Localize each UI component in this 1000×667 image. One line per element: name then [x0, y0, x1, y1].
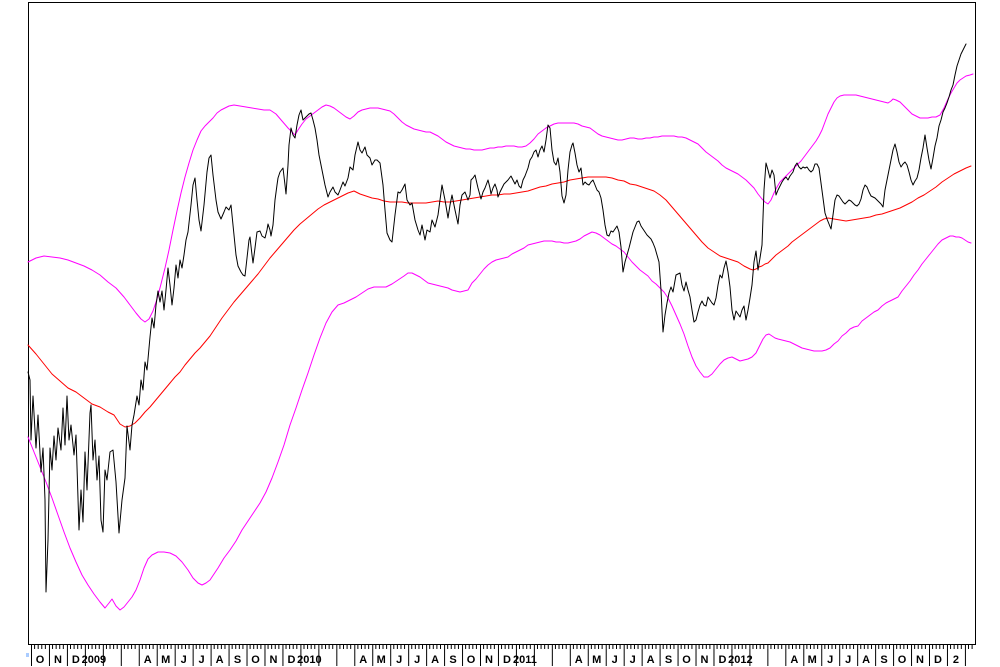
month-label: M: [808, 654, 817, 666]
month-label: A: [216, 654, 224, 666]
month-label: A: [431, 654, 439, 666]
month-label: D: [287, 654, 295, 666]
month-label: J: [181, 654, 187, 666]
year-label: 2010: [297, 654, 321, 666]
month-label: M: [377, 654, 386, 666]
month-label: S: [234, 654, 241, 666]
month-label: N: [485, 654, 493, 666]
year-label: 2011: [513, 654, 537, 666]
month-label: S: [665, 654, 672, 666]
month-label: D: [934, 654, 942, 666]
moving-average-line: [27, 165, 972, 428]
month-label: O: [251, 654, 260, 666]
year-label: 2: [953, 654, 959, 666]
month-label: M: [161, 654, 170, 666]
month-label: A: [575, 654, 583, 666]
month-label: J: [827, 654, 833, 666]
lower-band-line: [27, 231, 972, 611]
month-label: J: [414, 654, 420, 666]
month-label: A: [647, 654, 655, 666]
month-label: J: [845, 654, 851, 666]
month-label: A: [144, 654, 152, 666]
year-label: 2012: [728, 654, 752, 666]
month-label: N: [269, 654, 277, 666]
month-label: M: [592, 654, 601, 666]
plot-border: [28, 2, 976, 645]
month-label: N: [701, 654, 709, 666]
month-label: N: [54, 654, 62, 666]
month-label: J: [630, 654, 636, 666]
month-label: A: [790, 654, 798, 666]
month-label: A: [862, 654, 870, 666]
upper-band-line: [27, 73, 974, 323]
month-label: J: [612, 654, 618, 666]
month-label: S: [449, 654, 456, 666]
month-label: J: [199, 654, 205, 666]
year-label: 2009: [82, 654, 106, 666]
price-line: [27, 43, 967, 593]
month-label: J: [396, 654, 402, 666]
cursor-dot: [26, 653, 29, 657]
month-label: S: [880, 654, 887, 666]
month-label: D: [718, 654, 726, 666]
month-label: D: [72, 654, 80, 666]
month-label: D: [503, 654, 511, 666]
month-label: O: [36, 654, 45, 666]
month-label: N: [916, 654, 924, 666]
month-label: O: [467, 654, 476, 666]
month-label: O: [898, 654, 907, 666]
month-label: O: [682, 654, 691, 666]
month-label: A: [359, 654, 367, 666]
